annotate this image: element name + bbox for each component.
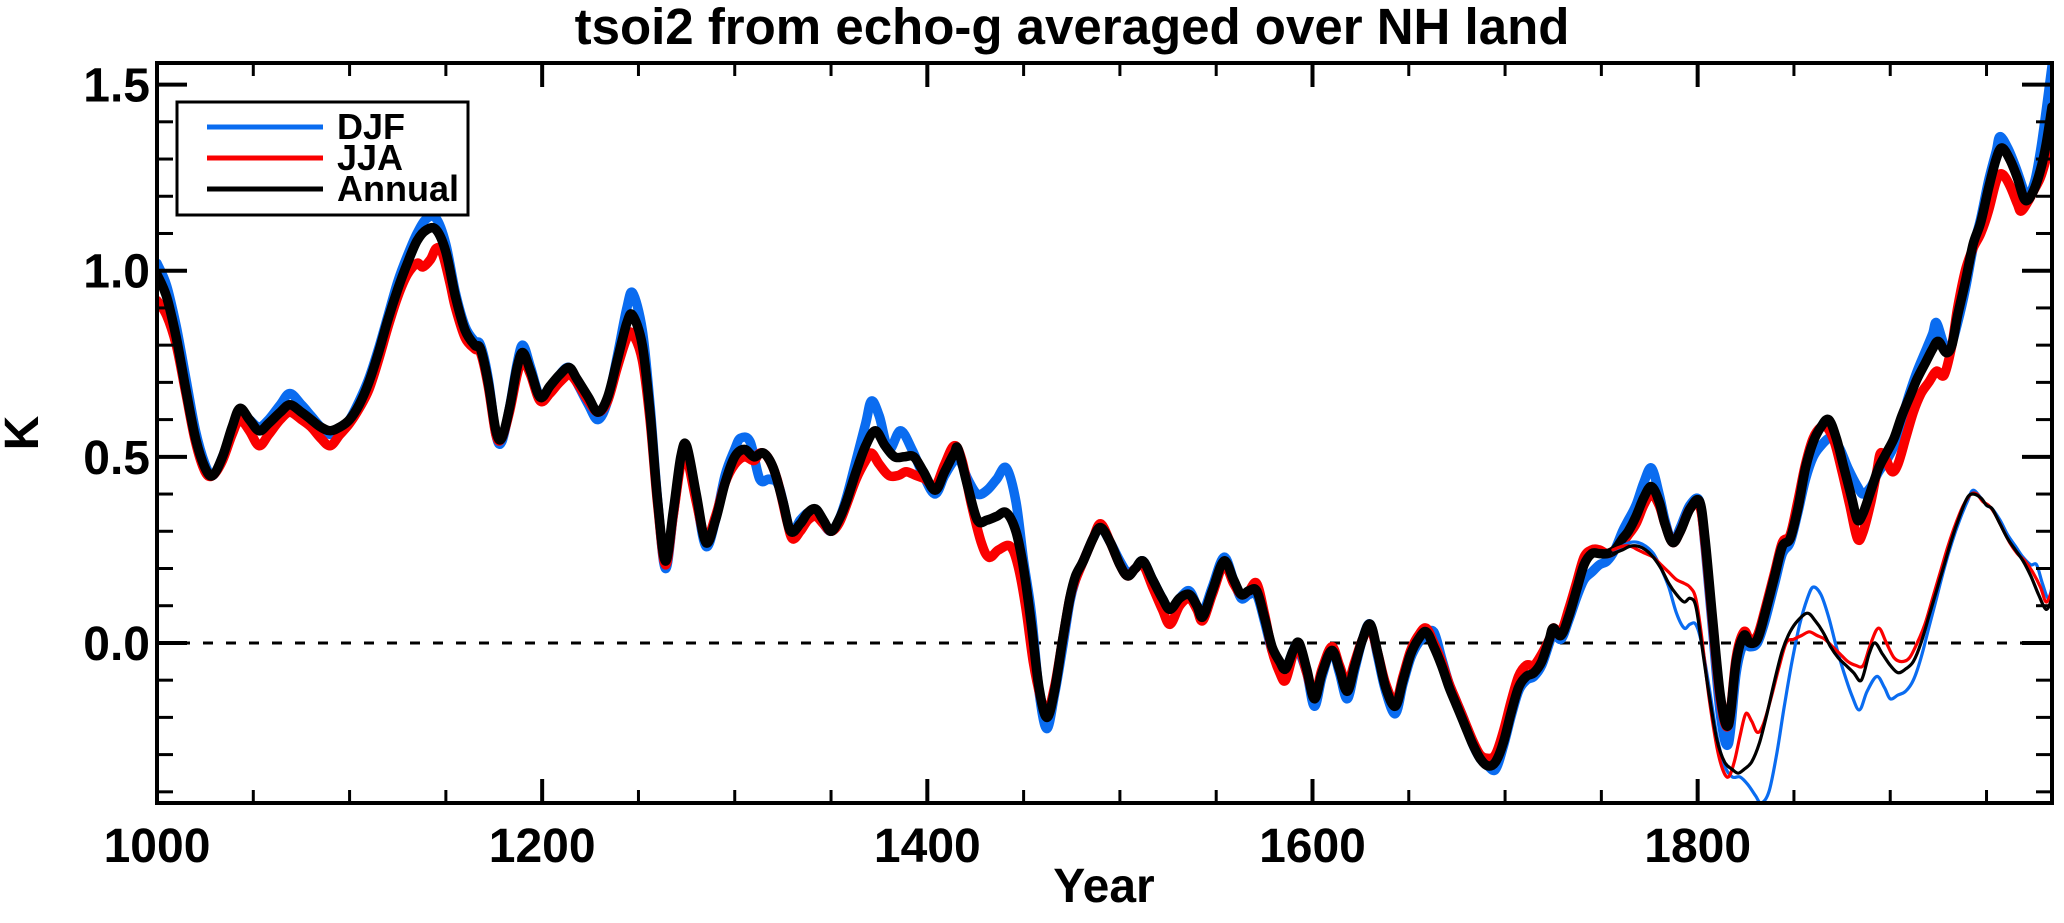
plot-border	[155, 61, 2054, 805]
axis-tick-labels-group: 1000 1200 1400 1600 1800 0.0 0.5 1.0 1.5	[83, 60, 1751, 873]
y-tick-label: 1.5	[83, 60, 150, 113]
x-tick-label: 1400	[874, 820, 981, 873]
y-axis-title: K	[0, 415, 49, 450]
x-tick-label: 1000	[104, 820, 211, 873]
y-tick-label: 0.0	[83, 618, 150, 671]
x-axis-title: Year	[1053, 860, 1154, 913]
series-line-annual-thin-late-period	[1611, 492, 2052, 775]
legend-label-jja: JJA	[337, 137, 403, 178]
y-tick-label: 1.0	[83, 246, 150, 299]
series-group	[157, 63, 2052, 803]
axis-ticks-group	[155, 63, 2052, 803]
chart-title: tsoi2 from echo-g averaged over NH land	[575, 0, 1570, 55]
x-tick-label: 1600	[1259, 820, 1366, 873]
legend: DJF JJA Annual	[175, 100, 470, 217]
y-tick-label: 0.5	[83, 432, 150, 485]
legend-label-djf: DJF	[337, 106, 405, 147]
series-line-annual	[157, 102, 2052, 771]
x-tick-label: 1200	[489, 820, 596, 873]
x-tick-label: 1800	[1644, 820, 1751, 873]
legend-label-annual: Annual	[337, 168, 459, 209]
